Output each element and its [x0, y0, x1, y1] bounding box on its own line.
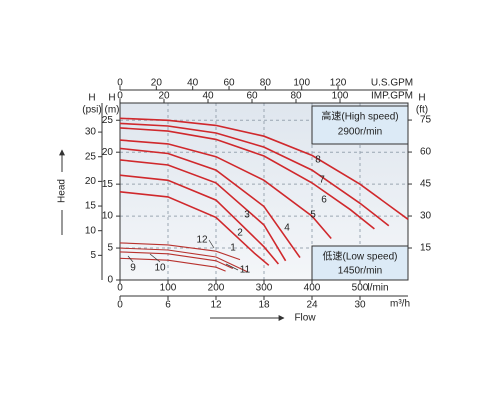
tick-label: 75 [420, 115, 432, 126]
tick-label: 300 [256, 283, 273, 294]
tick-label: 0 [107, 275, 113, 286]
tick-label: 25 [102, 115, 114, 126]
axis-unit: H [418, 93, 425, 104]
pump-curve [119, 174, 280, 265]
tick-label: 20 [102, 147, 114, 158]
tick-label: 30 [354, 300, 366, 311]
curve-label: 9 [130, 263, 136, 274]
tick-label: 0 [117, 283, 123, 294]
tick-label: 200 [208, 283, 225, 294]
speed-label: 低速(Low speed) [322, 250, 397, 263]
tick-label: 0 [117, 78, 123, 89]
tick-label: 100 [160, 283, 177, 294]
tick-label: 18 [258, 300, 270, 311]
tick-label: 30 [420, 211, 432, 222]
tick-label: 400 [304, 283, 321, 294]
tick-label: 60 [223, 78, 235, 89]
pump-curve [119, 242, 241, 261]
pump-curve [119, 139, 332, 240]
axis-unit: H [88, 93, 95, 104]
tick-label: 100 [332, 91, 349, 102]
curve-label: 7 [319, 175, 325, 186]
curve-label: 11 [240, 265, 251, 276]
tick-label: 120 [330, 78, 347, 89]
tick-label: 15 [85, 201, 97, 212]
tick-label: 10 [85, 225, 97, 236]
pump-curve [119, 247, 248, 273]
tick-label: 12 [210, 300, 222, 311]
pump-curve [119, 159, 287, 262]
tick-label: 6 [165, 300, 171, 311]
tick-label: 5 [90, 250, 96, 261]
pump-curve [119, 251, 234, 269]
axis-unit: (m) [105, 105, 120, 116]
axis-unit: m³/h [390, 299, 410, 310]
x-title: Flow [294, 313, 316, 324]
tick-label: 40 [187, 78, 199, 89]
tick-label: 20 [158, 91, 170, 102]
curve-label: 5 [310, 210, 316, 221]
leader-line [149, 253, 161, 263]
tick-label: 5 [107, 243, 113, 254]
tick-label: 40 [202, 91, 214, 102]
curve-label: 10 [154, 263, 166, 274]
tick-label: 25 [85, 151, 97, 162]
speed-rpm: 2900r/min [338, 127, 382, 138]
tick-label: 15 [102, 179, 114, 190]
tick-label: 60 [420, 147, 432, 158]
tick-label: 80 [260, 78, 272, 89]
pump-curve [119, 122, 390, 227]
curve-label: 12 [196, 235, 208, 246]
pump-curve [119, 127, 375, 230]
leader-line [225, 263, 239, 271]
curve-label: 2 [237, 228, 243, 239]
pump-curve [119, 117, 409, 220]
tick-label: 80 [290, 91, 302, 102]
leader-line [208, 239, 215, 249]
pump-curve [119, 191, 270, 266]
tick-label: 10 [102, 211, 114, 222]
tick-label: 24 [306, 300, 318, 311]
y-title: Head [57, 179, 68, 203]
curve-label: 4 [284, 223, 290, 234]
axis-unit: (psi) [82, 105, 101, 116]
axis-unit: U.S.GPM [371, 78, 413, 89]
tick-label: 20 [85, 176, 97, 187]
tick-label: 20 [151, 78, 163, 89]
axis-unit: H [108, 93, 115, 104]
curve-label: 1 [230, 243, 236, 254]
tick-label: 0 [117, 300, 123, 311]
curve-label: 8 [315, 155, 321, 166]
curve-label: 6 [321, 195, 327, 206]
tick-label: 60 [246, 91, 258, 102]
pump-curve [119, 147, 301, 259]
speed-label: 高速(High speed) [321, 110, 398, 123]
tick-label: 100 [293, 78, 310, 89]
tick-label: 15 [420, 243, 432, 254]
speed-rpm: 1450r/min [338, 266, 382, 277]
axis-unit: l/min [367, 283, 388, 294]
tick-label: 45 [420, 179, 432, 190]
tick-label: 30 [85, 127, 97, 138]
axis-unit: (ft) [416, 105, 428, 116]
leader-line [127, 255, 134, 263]
tick-label: 0 [117, 91, 123, 102]
tick-label: 500 [352, 283, 369, 294]
axis-unit: IMP.GPM [371, 91, 413, 102]
curve-label: 3 [244, 210, 250, 221]
pump-curve [119, 257, 226, 272]
